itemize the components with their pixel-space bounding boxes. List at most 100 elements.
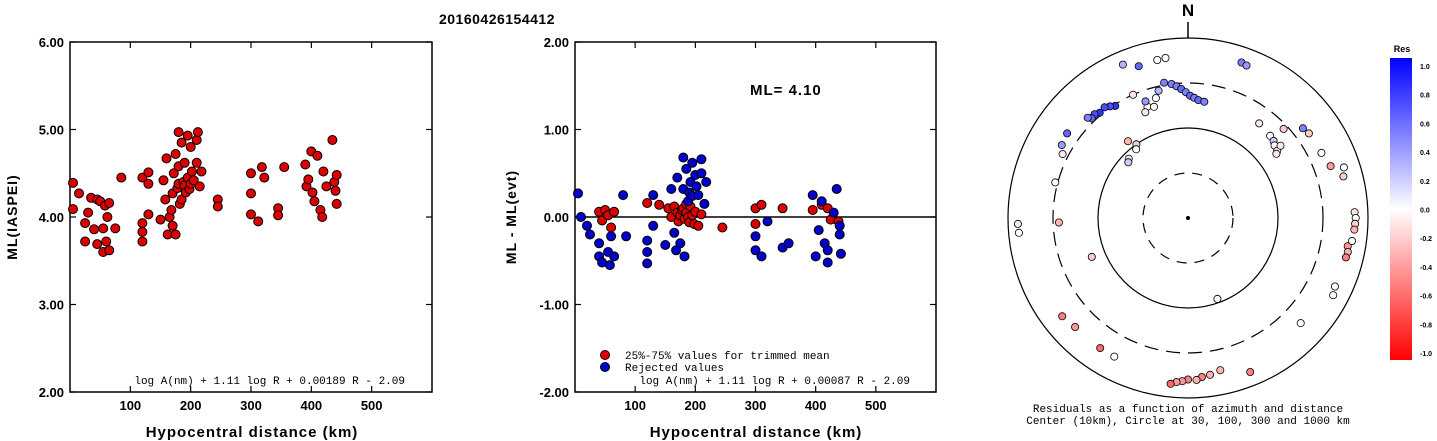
x-tick-label: 300 [240,398,262,413]
station-residual-point [1058,150,1067,159]
colorbar-tick-label: -1.0 [1420,351,1432,358]
data-point [143,167,154,178]
station-residual-point [1154,86,1163,95]
station-residual-point [1276,141,1285,150]
data-point [816,196,827,207]
data-point [679,251,690,262]
data-point [576,212,586,222]
x-axis-label: Hypocentral distance (km) [650,424,863,441]
y-tick-label: 4.00 [39,210,64,225]
data-point [80,218,91,229]
data-point [143,178,154,189]
data-point [573,188,583,199]
data-point [102,212,113,222]
data-point [158,175,169,186]
data-point [155,214,166,225]
data-point [192,127,203,138]
data-point [606,222,617,233]
data-point [173,127,184,138]
y-tick-label: 2.00 [39,385,64,400]
station-residual-point [1129,90,1138,99]
station-residual-point [1087,252,1096,261]
data-point [246,168,256,179]
station-residual-point [1054,218,1063,227]
data-point [161,153,172,164]
data-point [606,231,617,242]
station-residual-point [1124,158,1133,167]
data-point [750,245,761,256]
station-residual-point [1350,225,1359,234]
data-point [672,172,683,183]
station-residual-point [1200,97,1209,106]
data-point [621,231,632,242]
colorbar-tick-label: 1.0 [1420,64,1430,71]
station-residual-point [1051,178,1060,187]
data-point [253,216,264,227]
data-point [176,137,187,148]
ml-annotation: ML= 4.10 [750,82,822,99]
data-point [307,187,318,198]
station-residual-point [1153,56,1162,65]
data-point [259,172,270,183]
y-axis-label: ML - ML(evt) [503,170,519,264]
data-point [648,190,659,201]
data-point [642,247,653,257]
data-point [666,184,677,194]
station-residual-point [1329,291,1338,300]
station-residual-point [1118,60,1127,69]
station-residual-point [1141,108,1150,117]
ring-1000km [1007,37,1369,399]
data-point [110,223,121,234]
data-point [327,135,338,145]
data-point [813,225,824,236]
data-point [822,245,833,256]
data-point [212,201,223,212]
data-point [822,257,833,268]
north-label: N [1182,1,1194,20]
data-point [246,188,256,199]
station-residual-point [1296,319,1305,328]
y-tick-label: 3.00 [39,298,64,313]
station-residual-point [1071,322,1080,331]
data-point [80,236,91,247]
station-residual-point [1166,379,1175,388]
legend-marker-rejected [600,362,610,372]
data-point [750,219,761,229]
data-point [660,240,671,250]
residual-vs-distance-chart: -2.00 -1.00 0.00 1.00 2.00 100 200 300 400 500 ML… [503,35,937,441]
data-point [687,157,698,168]
data-point [279,162,290,173]
station-residual-point [1341,253,1350,262]
data-point [834,229,845,240]
figure-title: 20160426154412 [439,11,555,27]
data-point [191,157,202,168]
colorbar-tick-label: -0.8 [1420,322,1432,329]
data-point [675,238,686,249]
data-point [777,203,788,214]
station-residual-point [1151,94,1160,103]
data-point [691,181,702,192]
data-point [317,212,328,222]
x-tick-label: 100 [119,398,141,413]
data-point [194,181,205,192]
station-residual-point [1213,294,1222,303]
data-point [89,224,100,235]
formula-label: log A(nm) + 1.11 log R + 0.00189 R - 2.0… [134,376,405,388]
y-tick-label: 5.00 [39,123,64,138]
data-point [92,239,103,250]
station-residual-point [1141,97,1150,106]
data-point [188,175,199,186]
data-point [273,210,284,221]
colorbar-gradient [1390,58,1412,360]
colorbar-tick-label: 0.6 [1420,121,1430,128]
station-residual-point [1132,145,1141,154]
station-residual-point [1298,124,1307,133]
data-point [717,222,728,233]
x-tick-label: 500 [865,398,887,413]
station-residual-point [1279,124,1288,133]
legend: 25%-75% values for trimmed mean Rejected… [600,350,830,375]
station-residual-point [1013,219,1022,228]
data-point [104,198,115,208]
data-point [585,229,595,240]
colorbar-title: Res [1394,44,1411,54]
